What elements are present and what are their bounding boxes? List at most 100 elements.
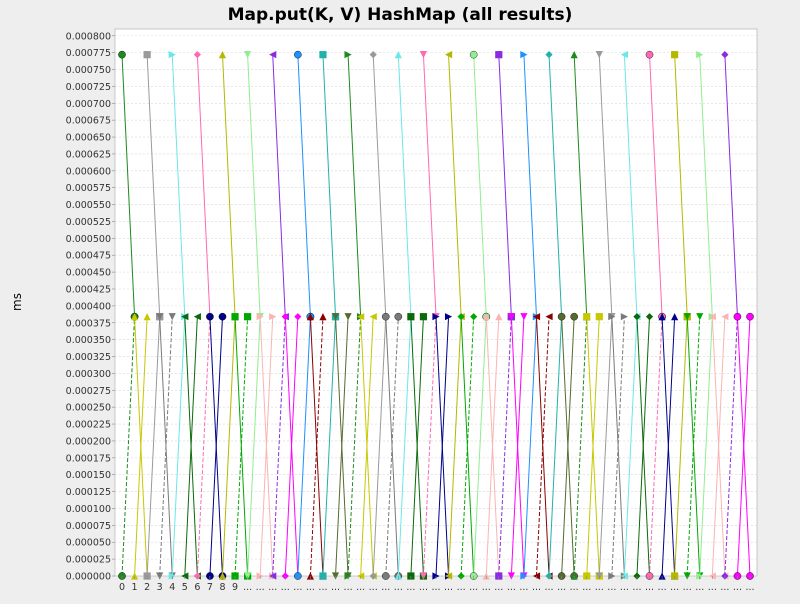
series-line bbox=[385, 316, 399, 577]
x-tick-label: ... bbox=[419, 582, 428, 593]
data-point bbox=[381, 312, 390, 321]
series bbox=[608, 313, 628, 580]
data-point bbox=[532, 313, 541, 321]
y-tick-label: 0.000575 bbox=[66, 183, 111, 194]
series bbox=[482, 313, 503, 580]
data-point bbox=[620, 313, 628, 321]
y-tick-label: 0.000125 bbox=[66, 487, 111, 498]
series-line bbox=[146, 54, 161, 317]
y-axis: 0.000000 0.000025 0.000050 0.000075 0.000100… bbox=[66, 31, 115, 583]
x-tick-label: 9 bbox=[232, 582, 238, 593]
data-point bbox=[432, 313, 440, 321]
series-line bbox=[535, 316, 550, 577]
series-line bbox=[623, 54, 638, 317]
x-tick-label: ... bbox=[331, 582, 340, 593]
data-point bbox=[294, 50, 302, 59]
data-point bbox=[557, 312, 566, 321]
x-tick-label: 2 bbox=[144, 582, 150, 593]
y-tick-label: 0.000325 bbox=[66, 352, 111, 363]
y-tick-label: 0.000400 bbox=[66, 301, 111, 312]
y-tick-label: 0.000300 bbox=[66, 369, 111, 380]
series-line bbox=[297, 316, 311, 577]
y-tick-label: 0.000700 bbox=[66, 99, 111, 110]
y-tick-label: 0.000350 bbox=[66, 335, 111, 346]
series-line bbox=[498, 316, 512, 577]
y-tick-label: 0.000075 bbox=[66, 521, 111, 532]
data-point bbox=[469, 50, 478, 59]
data-point bbox=[269, 51, 277, 59]
series-line bbox=[711, 316, 726, 577]
data-point bbox=[545, 51, 553, 59]
series-line bbox=[134, 316, 148, 577]
x-tick-label: ... bbox=[494, 582, 503, 593]
y-tick-label: 0.000650 bbox=[66, 133, 111, 144]
x-tick-label: ... bbox=[469, 582, 478, 593]
y-tick-label: 0.000625 bbox=[66, 149, 111, 160]
y-tick-label: 0.000025 bbox=[66, 555, 111, 566]
series-line bbox=[322, 54, 337, 317]
y-tick-label: 0.000725 bbox=[66, 82, 111, 93]
series-line bbox=[360, 316, 374, 577]
y-tick-label: 0.000100 bbox=[66, 504, 111, 515]
x-tick-label: ... bbox=[708, 582, 717, 593]
series-line bbox=[736, 316, 751, 577]
series-line bbox=[397, 316, 412, 577]
x-tick-label: ... bbox=[293, 582, 302, 593]
series bbox=[206, 312, 227, 580]
series-line bbox=[523, 316, 537, 577]
x-tick-label: 4 bbox=[169, 582, 175, 593]
data-point bbox=[708, 313, 716, 321]
data-point bbox=[507, 313, 515, 321]
plot-area bbox=[114, 28, 758, 577]
data-point bbox=[130, 313, 139, 321]
series-line bbox=[598, 54, 613, 317]
data-point bbox=[143, 313, 151, 321]
data-point bbox=[457, 313, 465, 321]
y-tick-label: 0.000675 bbox=[66, 116, 111, 127]
series-line bbox=[221, 54, 236, 317]
x-tick-label: ... bbox=[645, 582, 654, 593]
series-line bbox=[598, 316, 613, 577]
series-line bbox=[636, 316, 651, 577]
series-line bbox=[372, 316, 387, 577]
x-tick-label: ... bbox=[632, 582, 641, 593]
y-tick-label: 0.000225 bbox=[66, 420, 111, 431]
series-line bbox=[573, 316, 588, 577]
data-point bbox=[394, 312, 403, 321]
series-line bbox=[649, 316, 663, 577]
x-tick-label: ... bbox=[306, 582, 315, 593]
series-line bbox=[548, 316, 563, 577]
data-point bbox=[218, 312, 227, 321]
data-point bbox=[444, 313, 453, 321]
data-point bbox=[595, 313, 603, 321]
data-point bbox=[218, 51, 227, 59]
series-line bbox=[259, 316, 274, 577]
data-point bbox=[193, 51, 201, 59]
data-point bbox=[595, 51, 603, 59]
x-tick-label: 0 bbox=[119, 582, 125, 593]
data-point bbox=[658, 313, 666, 321]
series-line bbox=[347, 316, 362, 577]
series-line bbox=[272, 316, 286, 577]
series bbox=[520, 51, 541, 580]
series-line bbox=[473, 54, 487, 317]
x-tick-label: ... bbox=[243, 582, 252, 593]
series-line bbox=[347, 54, 362, 317]
series-line bbox=[272, 54, 286, 317]
series bbox=[381, 312, 403, 580]
series-line bbox=[573, 54, 588, 317]
y-tick-label: 0.000200 bbox=[66, 436, 111, 447]
x-tick-label: ... bbox=[620, 582, 629, 593]
series bbox=[331, 313, 352, 580]
data-point bbox=[570, 51, 578, 59]
data-point bbox=[733, 312, 742, 321]
x-tick-label: ... bbox=[557, 582, 566, 593]
series-line bbox=[196, 54, 211, 317]
y-tick-label: 0.000275 bbox=[66, 386, 111, 397]
series-line bbox=[221, 316, 236, 577]
series-line bbox=[397, 54, 412, 317]
y-tick-label: 0.000250 bbox=[66, 403, 111, 414]
data-point bbox=[419, 313, 428, 321]
data-point bbox=[369, 51, 377, 59]
series-line bbox=[121, 316, 136, 577]
